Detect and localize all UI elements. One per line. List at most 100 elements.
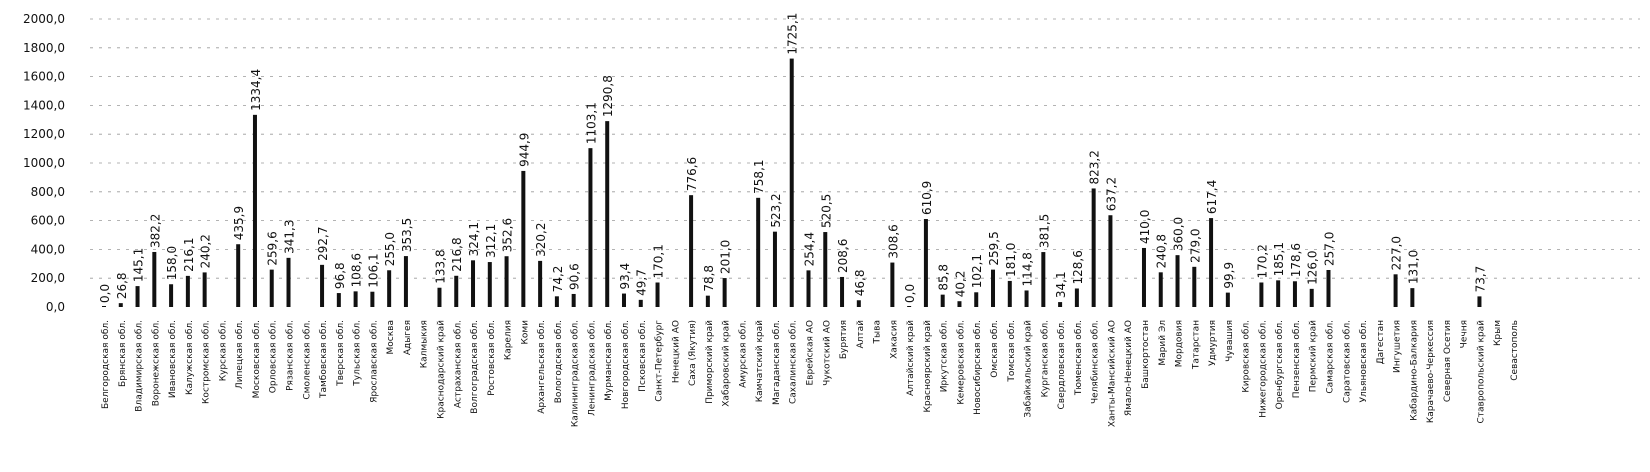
category-label: Архангельская обл. (537, 320, 547, 414)
data-label: 944,9 (517, 133, 531, 167)
data-label: 131,0 (1406, 250, 1420, 284)
bar (638, 299, 643, 307)
category-label: Ивановская обл. (168, 320, 178, 398)
category-label: Ханты-Мансийский АО (1107, 320, 1117, 427)
bar (907, 306, 912, 307)
bar (1058, 302, 1063, 307)
data-label: 240,8 (1155, 234, 1169, 268)
bar (1477, 296, 1482, 307)
bar (957, 301, 962, 307)
bar (1309, 288, 1314, 307)
data-label: 1290,8 (601, 75, 615, 117)
data-label: 1725,1 (786, 13, 800, 55)
bar (588, 148, 593, 307)
data-label: 99,9 (1222, 262, 1236, 289)
bar (336, 293, 341, 307)
data-label: 520,5 (819, 194, 833, 228)
bar (1225, 292, 1230, 307)
grid-lines (90, 18, 1640, 279)
bar (689, 195, 694, 307)
category-label: Севастополь (1510, 320, 1520, 381)
category-label: Иркутская обл. (940, 320, 950, 392)
data-label: 255,0 (383, 232, 397, 266)
data-label: 382,2 (148, 214, 162, 248)
category-label: Чукотский АО (822, 320, 832, 386)
bar (1108, 215, 1113, 307)
bar (1141, 247, 1146, 307)
category-label: Хакасия (889, 320, 899, 359)
data-label: 26,8 (115, 272, 129, 299)
bar (856, 300, 861, 307)
data-label: 360,0 (1172, 217, 1186, 251)
bar (605, 121, 610, 307)
category-label: Астраханская обл. (453, 320, 463, 408)
category-label: Пермский край (1309, 320, 1319, 392)
data-label: 259,6 (266, 231, 280, 265)
y-tick-label: 1200,0 (23, 127, 65, 141)
data-label: 93,4 (618, 263, 632, 290)
bar (102, 306, 106, 307)
y-tick-label: 1000,0 (23, 156, 65, 170)
category-label: Ставропольский край (1476, 320, 1486, 424)
bar (538, 260, 543, 307)
bar (353, 291, 358, 307)
category-label: Брянская обл. (118, 320, 128, 387)
category-label: Нижегородская обл. (1258, 320, 1268, 418)
bar (403, 256, 408, 307)
bar (756, 197, 761, 307)
y-tick-label: 1400,0 (23, 98, 65, 112)
bar (806, 270, 811, 307)
data-label: 208,6 (836, 239, 850, 273)
data-label: 170,1 (652, 244, 666, 278)
data-label: 90,6 (568, 263, 582, 290)
bar (370, 291, 375, 307)
data-label: 617,4 (1205, 180, 1219, 214)
category-label: Ульяновская обл. (1359, 320, 1369, 403)
data-label: 312,1 (484, 224, 498, 258)
bar (521, 170, 526, 307)
category-label: Башкортостан (1141, 320, 1151, 389)
category-label: Саратовская обл. (1342, 320, 1352, 403)
category-label: Ярославская обл. (369, 320, 379, 403)
data-label: 102,1 (970, 254, 984, 288)
category-label: Удмуртия (1208, 320, 1218, 366)
data-label: 126,0 (1306, 250, 1320, 284)
bar (991, 269, 996, 307)
category-label: Камчатский край (755, 320, 765, 402)
bar (118, 303, 123, 307)
category-label: Костромская обл. (202, 320, 212, 404)
category-label: Дагестан (1376, 320, 1386, 365)
data-label: 128,6 (1071, 250, 1085, 284)
category-label: Тульская обл. (353, 320, 363, 387)
y-tick-label: 1600,0 (23, 70, 65, 84)
bar (454, 275, 459, 307)
data-label: 133,8 (433, 249, 447, 283)
bar (387, 270, 392, 307)
data-label: 227,0 (1390, 236, 1404, 270)
data-label: 201,0 (719, 240, 733, 274)
bar (923, 219, 928, 307)
category-label: Свердловская обл. (1057, 320, 1067, 409)
y-tick-label: 2000,0 (23, 12, 65, 26)
category-label: Амурская обл. (738, 320, 748, 388)
bar (1091, 188, 1096, 307)
category-label: Забайкальский край (1024, 320, 1034, 418)
bar (823, 232, 828, 307)
data-label: 49,7 (635, 269, 649, 296)
category-label: Воронежская обл. (151, 320, 161, 406)
y-tick-label: 600,0 (31, 214, 65, 228)
category-label: Вологодская обл. (554, 320, 564, 403)
category-label: Калининградская обл. (571, 320, 581, 427)
bar (840, 276, 845, 307)
bar (286, 257, 291, 307)
bar (1276, 280, 1281, 307)
category-label: Кемеровская обл. (956, 320, 966, 405)
data-label: 216,8 (450, 237, 464, 271)
category-label: Красноярский край (923, 320, 933, 413)
data-label: 410,0 (1138, 210, 1152, 244)
bar (722, 278, 727, 307)
bar (940, 294, 945, 307)
category-label: Новосибирская обл. (973, 320, 983, 415)
bar (471, 260, 476, 307)
